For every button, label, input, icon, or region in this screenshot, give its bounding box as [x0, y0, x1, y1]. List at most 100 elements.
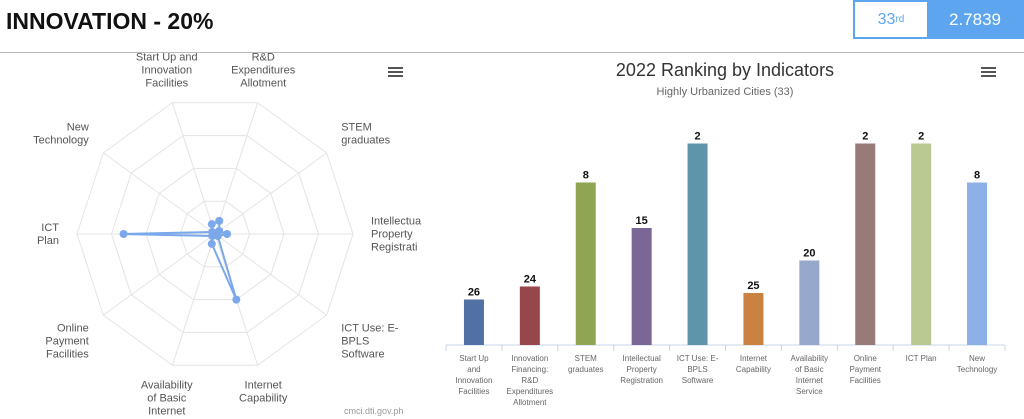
radar-axis-label-line: Online — [57, 323, 89, 335]
x-tick-label: Availability of Basic Internet Service — [791, 354, 829, 396]
bar-data-label: 26 — [468, 287, 480, 299]
radar-axis-label-line: Plan — [37, 235, 59, 247]
radar-axis-label: Online Payment Facilities — [45, 323, 89, 361]
x-tick-label-line: Registration — [620, 376, 663, 385]
radar-axis-label-line: Software — [341, 349, 384, 361]
x-tick-label-line: Facilities — [458, 387, 489, 396]
x-tick-label-line: Facilities — [850, 376, 881, 385]
bar — [911, 143, 932, 345]
x-tick-label-line: Availability — [791, 354, 829, 363]
rank-suffix: rd — [895, 14, 905, 25]
radar-axis-label-line: Capability — [239, 392, 288, 404]
x-tick-label: ICT Use: E- BPLS Software — [677, 354, 719, 385]
x-tick-label-line: ICT Plan — [906, 354, 937, 363]
x-tick-label-line: Start Up — [459, 354, 489, 363]
radar-axis-label-line: Availability — [141, 379, 193, 391]
credit-link[interactable]: cmci.dti.gov.ph — [344, 406, 404, 416]
radar-axis-line — [103, 152, 216, 235]
radar-point — [232, 295, 241, 304]
x-tick-label-line: and — [467, 365, 480, 374]
radar-axis-line — [103, 233, 216, 316]
bar-data-label: 25 — [747, 280, 759, 292]
bar — [855, 143, 876, 345]
radar-chart: Start Up andInnovationFacilitiesInnovati… — [33, 53, 422, 419]
x-tick-label: New Technology — [957, 354, 997, 374]
x-tick-label-line: R&D — [521, 376, 538, 385]
x-tick-label-line: Service — [796, 387, 823, 396]
radar-axis-label-line: R&D — [252, 53, 275, 64]
radar-axis-label: ICT Plan — [37, 222, 59, 247]
radar-axis-label: Start Up and Innovation Facilities — [136, 53, 198, 90]
radar-axis-line — [171, 233, 216, 366]
x-tick-label-line: New — [969, 354, 985, 363]
rank-number: 33 — [877, 10, 896, 28]
radar-axis-label-line: Facilities — [46, 349, 89, 361]
bar — [687, 143, 708, 345]
bar — [799, 260, 820, 345]
radar-point — [207, 220, 216, 229]
x-tick-label: Intellectual Property Registration — [620, 354, 663, 385]
bar-data-label: 20 — [803, 248, 815, 260]
radar-point — [223, 230, 232, 238]
radar-axis-label-line: New — [67, 121, 89, 133]
x-tick-label-line: Payment — [849, 365, 881, 374]
bar — [631, 228, 652, 345]
x-tick-label-line: BPLS — [687, 365, 707, 374]
radar-axis-line — [214, 233, 327, 316]
radar-axis-line — [214, 102, 259, 235]
x-tick-label-line: Intellectual — [623, 354, 661, 363]
radar-axis-label-line: ICT — [41, 222, 59, 234]
radar-axis-label-line: Start Up and — [136, 53, 198, 64]
radar-axis-label-line: Intellectua — [371, 216, 422, 228]
x-tick-label-line: Property — [627, 365, 657, 374]
radar-point — [208, 227, 217, 236]
radar-axis-label-line: Payment — [45, 336, 88, 348]
x-tick-label-line: of Basic — [795, 365, 823, 374]
x-tick-label-line: Expenditures — [506, 387, 553, 396]
bar-data-label: 8 — [974, 170, 980, 182]
x-tick-label-line: Innovation — [511, 354, 548, 363]
x-tick-label-line: Allotment — [513, 398, 547, 407]
radar-point — [207, 239, 216, 248]
divider — [0, 52, 1024, 53]
bar-data-label: 24 — [524, 274, 537, 286]
x-tick-label: STEM graduates — [568, 354, 604, 374]
radar-point — [119, 230, 128, 238]
bar-data-label: 8 — [583, 170, 589, 182]
bar — [463, 299, 484, 345]
radar-axis-label: ICT Use: E-BPLS Software — [341, 323, 399, 361]
radar-axis-label-line: Allotment — [240, 78, 286, 90]
x-tick-label-line: Software — [682, 376, 714, 385]
bar-data-label: 2 — [694, 131, 700, 143]
x-tick-label-line: ICT Use: E- — [677, 354, 719, 363]
x-tick-label-line: Innovation — [455, 376, 492, 385]
page-title: INNOVATION - 20% — [6, 8, 214, 34]
radar-point — [213, 232, 222, 241]
radar-axis-line — [214, 152, 327, 235]
radar-axis-label-line: Technology — [33, 134, 89, 146]
radar-axis-label: Intellectua Property Registrati — [371, 216, 422, 254]
radar-axis-label-line: BPLS — [341, 336, 369, 348]
x-tick-label-line: STEM — [575, 354, 598, 363]
bar-data-label: 15 — [636, 215, 648, 227]
radar-axis-line — [171, 102, 216, 235]
radar-axis-label-line: Expenditures — [231, 65, 296, 77]
radar-axis-label-line: Internet — [245, 379, 282, 391]
bar-data-label: 2 — [918, 131, 924, 143]
bar — [743, 293, 764, 345]
x-tick-label-line: Financing: — [511, 365, 548, 374]
bar — [575, 182, 596, 345]
radar-menu-icon[interactable] — [388, 67, 403, 79]
bar — [519, 286, 540, 345]
x-tick-label-line: Capability — [736, 365, 771, 374]
radar-axis-label: STEM graduates — [341, 121, 390, 146]
x-tick-label-line: graduates — [568, 365, 604, 374]
x-tick-label: Innovation Financing: R&D Expenditures Allot… — [506, 354, 553, 407]
bar-menu-icon[interactable] — [981, 67, 996, 79]
radar-axis-label-line: of Basic — [147, 392, 187, 404]
radar-axis-label-line: Internet — [148, 405, 185, 417]
